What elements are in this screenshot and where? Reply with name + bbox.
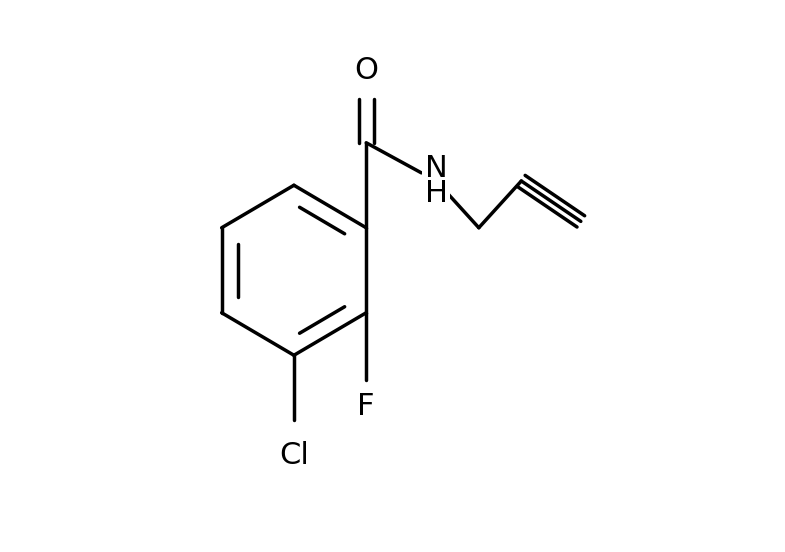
Text: Cl: Cl — [279, 440, 309, 470]
Text: O: O — [354, 56, 378, 85]
Text: N
H: N H — [425, 153, 447, 208]
Text: F: F — [357, 392, 375, 421]
